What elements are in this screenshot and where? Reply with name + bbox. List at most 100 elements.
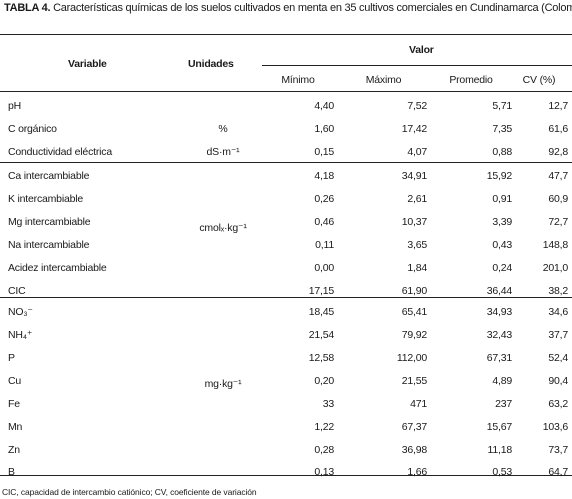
row-minimo: 0,26 xyxy=(314,193,334,205)
row-variable: NH₄⁺ xyxy=(8,329,33,341)
row-variable: Conductividad eléctrica xyxy=(8,146,112,158)
header-bottom-rule xyxy=(0,91,572,92)
row-cv: 103,6 xyxy=(542,421,568,433)
row-cv: 64,7 xyxy=(548,466,568,478)
header-minimo: Mínimo xyxy=(281,74,315,86)
row-minimo: 33 xyxy=(322,398,334,410)
row-variable: CIC xyxy=(8,285,26,297)
row-minimo: 0,00 xyxy=(314,262,334,274)
row-variable: Ca intercambiable xyxy=(8,170,90,182)
row-variable: Mn xyxy=(8,421,23,433)
header-maximo: Máximo xyxy=(365,74,402,86)
row-cv: 47,7 xyxy=(548,170,568,182)
row-maximo: 61,90 xyxy=(401,285,427,297)
row-variable: Mg intercambiable xyxy=(8,216,91,228)
unit-c-organico: % xyxy=(218,123,228,135)
row-promedio: 0,91 xyxy=(492,193,512,205)
row-promedio: 34,93 xyxy=(486,306,512,318)
row-minimo: 4,40 xyxy=(314,100,334,112)
row-maximo: 79,92 xyxy=(401,329,427,341)
row-minimo: 12,58 xyxy=(308,352,334,364)
header-valor: Valor xyxy=(409,44,434,56)
row-promedio: 15,67 xyxy=(486,421,512,433)
row-promedio: 7,35 xyxy=(492,123,512,135)
row-maximo: 1,84 xyxy=(407,262,427,274)
row-variable: P xyxy=(8,352,15,364)
row-maximo: 34,91 xyxy=(401,170,427,182)
row-variable: Zn xyxy=(8,444,20,456)
row-cv: 201,0 xyxy=(542,262,568,274)
row-minimo: 21,54 xyxy=(308,329,334,341)
row-minimo: 4,18 xyxy=(314,170,334,182)
row-minimo: 0,20 xyxy=(314,375,334,387)
row-minimo: 1,60 xyxy=(314,123,334,135)
row-maximo: 2,61 xyxy=(407,193,427,205)
table-label: TABLA 4. xyxy=(4,2,51,14)
row-promedio: 4,89 xyxy=(492,375,512,387)
row-promedio: 0,88 xyxy=(492,146,512,158)
row-maximo: 471 xyxy=(410,398,427,410)
table-title: Características químicas de los suelos c… xyxy=(50,2,572,14)
header-variable: Variable xyxy=(68,58,107,70)
row-promedio: 11,18 xyxy=(487,444,513,456)
row-cv: 52,4 xyxy=(548,352,568,364)
row-maximo: 17,42 xyxy=(401,123,427,135)
unit-conductividad: dS·m⁻¹ xyxy=(206,146,240,158)
header-cv: CV (%) xyxy=(522,74,556,86)
group-separator-1 xyxy=(0,162,572,163)
unit-micronutrients: mg·kg⁻¹ xyxy=(204,378,242,390)
row-cv: 12,7 xyxy=(548,100,568,112)
row-cv: 61,6 xyxy=(548,123,568,135)
row-maximo: 4,07 xyxy=(407,146,427,158)
unit-cations: cmolₓ·kg⁻¹ xyxy=(199,222,247,234)
row-maximo: 67,37 xyxy=(401,421,427,433)
row-variable: Acidez intercambiable xyxy=(8,262,107,274)
row-maximo: 36,98 xyxy=(401,444,427,456)
top-rule xyxy=(0,34,572,35)
row-minimo: 0,13 xyxy=(314,466,334,478)
row-cv: 72,7 xyxy=(548,216,568,228)
row-maximo: 65,41 xyxy=(401,306,427,318)
table-caption: TABLA 4. Características químicas de los… xyxy=(4,2,572,14)
row-variable: B xyxy=(8,466,15,478)
row-promedio: 5,71 xyxy=(492,100,512,112)
row-minimo: 0,15 xyxy=(314,146,334,158)
group-separator-2 xyxy=(0,297,572,298)
row-variable: Fe xyxy=(8,398,20,410)
row-promedio: 0,24 xyxy=(492,262,512,274)
row-cv: 38,2 xyxy=(548,285,568,297)
row-promedio: 15,92 xyxy=(486,170,512,182)
row-cv: 63,2 xyxy=(548,398,568,410)
row-promedio: 0,43 xyxy=(492,239,512,251)
row-minimo: 18,45 xyxy=(308,306,334,318)
row-cv: 34,6 xyxy=(548,306,568,318)
row-promedio: 237 xyxy=(495,398,512,410)
row-maximo: 3,65 xyxy=(407,239,427,251)
row-cv: 37,7 xyxy=(548,329,568,341)
row-variable: K intercambiable xyxy=(8,193,84,205)
row-minimo: 0,28 xyxy=(314,444,334,456)
row-variable: C orgánico xyxy=(8,123,57,135)
row-promedio: 32,43 xyxy=(486,329,512,341)
row-cv: 90,4 xyxy=(548,375,568,387)
header-promedio: Promedio xyxy=(449,74,493,86)
row-variable: Na intercambiable xyxy=(8,239,90,251)
row-minimo: 1,22 xyxy=(314,421,334,433)
row-maximo: 21,55 xyxy=(401,375,427,387)
row-promedio: 0,53 xyxy=(492,466,512,478)
row-maximo: 10,37 xyxy=(401,216,427,228)
row-cv: 73,7 xyxy=(548,444,568,456)
row-promedio: 67,31 xyxy=(486,352,512,364)
row-minimo: 0,46 xyxy=(314,216,334,228)
row-minimo: 0,11 xyxy=(315,239,334,251)
row-maximo: 1,66 xyxy=(407,466,427,478)
bottom-rule xyxy=(0,475,572,476)
row-promedio: 36,44 xyxy=(486,285,512,297)
row-variable: pH xyxy=(8,100,22,112)
header-unidades: Unidades xyxy=(188,58,234,70)
row-promedio: 3,39 xyxy=(492,216,512,228)
row-variable: NO₃⁻ xyxy=(8,306,33,318)
row-maximo: 7,52 xyxy=(407,100,427,112)
row-cv: 92,8 xyxy=(548,146,568,158)
valor-underline xyxy=(262,65,572,66)
